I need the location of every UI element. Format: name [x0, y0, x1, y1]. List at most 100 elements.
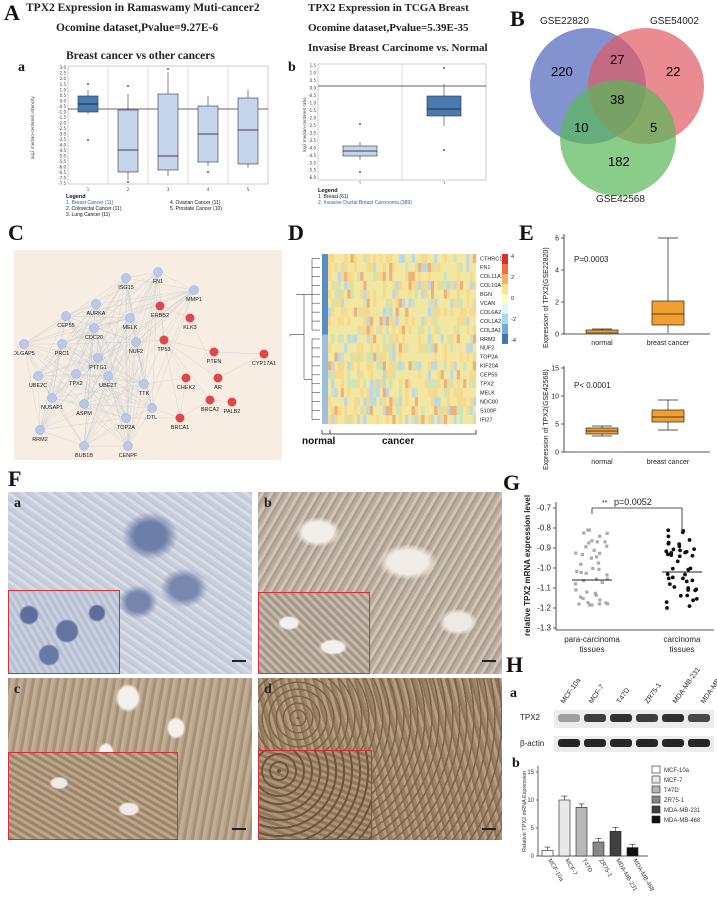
heatmap-cell	[456, 397, 461, 407]
heatmap-cell	[408, 397, 412, 407]
heatmap-cell	[395, 397, 399, 407]
heatmap-cell	[363, 379, 367, 389]
band-tpx2	[662, 714, 684, 722]
heatmap-cell	[427, 370, 432, 380]
legend-a-item-4: 4. Ovarian Cancer (11)	[170, 200, 221, 206]
heatmap-cell	[402, 388, 406, 398]
heatmap-cell	[408, 370, 412, 380]
heatmap-cell	[395, 280, 399, 290]
heatmap-cell	[414, 307, 419, 317]
band-tpx2	[584, 714, 606, 722]
network-edge	[23, 343, 127, 419]
heatmap-cell	[337, 262, 342, 273]
heatmap-cell	[459, 325, 464, 335]
heatmap-cell	[472, 325, 477, 335]
network-edge	[51, 397, 85, 447]
heatmap-cell	[418, 352, 422, 362]
node-label: NUSAP1	[41, 405, 63, 411]
heatmap-cell	[373, 343, 377, 353]
heatmap-cell	[382, 271, 387, 282]
heatmap-cell	[340, 361, 345, 371]
heatmap-cell	[469, 316, 473, 326]
heatmap-cell	[369, 352, 374, 362]
heatmap-cell	[437, 316, 441, 326]
heatmap-cell	[340, 415, 345, 425]
y-tick-b: -0.5	[308, 93, 316, 98]
e-bottom-ylabel: Expression of TPX2(GSE42568)	[543, 369, 550, 470]
heatmap-cell	[350, 370, 354, 380]
node-label: CYP17A1	[252, 361, 276, 367]
heatmap-cell	[385, 388, 390, 398]
heatmap-cell	[443, 343, 448, 353]
heatmap-cell	[385, 271, 390, 282]
heatmap-cell	[395, 334, 399, 344]
heatmap-cell	[366, 406, 371, 416]
heatmap-cell	[408, 262, 412, 273]
heatmap-cell	[463, 289, 467, 299]
heatmap-cell	[392, 388, 396, 398]
heatmap-cell	[395, 289, 399, 299]
g-point-carcinoma	[683, 572, 687, 577]
node-cep55	[61, 311, 71, 321]
node-label: NUF2	[129, 349, 143, 355]
heatmap-cell	[395, 352, 399, 362]
heatmap-cell	[424, 307, 428, 317]
y-tick-a: -6.0	[58, 165, 66, 170]
heatmap-cell	[334, 352, 338, 362]
g-point-para	[597, 602, 602, 606]
heatmap-cell	[437, 325, 441, 335]
heatmap-cell	[405, 406, 409, 416]
legend-a-item-5: 5. Prostate Cancer (10)	[170, 206, 222, 212]
heatmap-cell	[450, 379, 454, 389]
heatmap-cell	[418, 397, 422, 407]
heatmap-cell	[402, 343, 406, 353]
heatmap-cell	[424, 262, 428, 273]
heatmap-cell	[418, 325, 422, 335]
heatmap-cell	[369, 307, 374, 317]
g-point-para	[595, 540, 599, 544]
g-cat-2a: carcinoma	[664, 635, 701, 644]
y-tick-b: -3.5	[308, 138, 316, 143]
heatmap-cell	[450, 316, 454, 326]
heatmap-cell	[469, 415, 473, 425]
band-actin	[636, 739, 658, 747]
heatmap-cell	[450, 388, 454, 398]
heatmap-cell	[450, 280, 454, 290]
y-tick: -1.1	[537, 584, 551, 593]
blot-label-tpx2: TPX2	[520, 713, 541, 722]
legend-label: MDA-MB-231	[664, 808, 701, 814]
heatmap-cell	[437, 352, 441, 362]
heatmap-cell	[356, 406, 361, 416]
heatmap-normal-cell	[322, 254, 328, 263]
heatmap-cell	[328, 271, 332, 282]
heatmap-cell	[440, 370, 445, 380]
heatmap-cell	[331, 343, 335, 353]
h-bars	[541, 795, 639, 857]
network-edge	[23, 343, 39, 377]
legend-swatch	[651, 785, 661, 794]
heatmap-cell	[389, 352, 393, 362]
heatmap-cell	[389, 298, 393, 308]
heatmap-cell	[466, 280, 470, 290]
g-point-para	[598, 598, 602, 602]
oncomine-box-plot-a: 3.02.52.01.51.00.50.0-0.5-1.0-1.5-2.0-2.…	[30, 65, 269, 192]
network-edge	[143, 339, 165, 385]
network-edge	[93, 289, 195, 329]
network-edge	[143, 377, 187, 385]
heatmap-cell	[421, 415, 425, 425]
ihc-inset-d	[258, 750, 372, 840]
heatmap-cell	[360, 361, 364, 371]
heatmap-cell	[408, 388, 412, 398]
heatmap-normal-cell	[322, 334, 328, 344]
heatmap-cell	[408, 325, 412, 335]
g-stars: **	[602, 500, 608, 507]
heatmap-cell	[424, 271, 428, 282]
heatmap-cell	[430, 379, 435, 389]
heatmap-cell	[337, 361, 342, 371]
heatmap-cell	[347, 343, 351, 353]
panel-f-letter: F	[8, 466, 22, 491]
network-edge	[107, 277, 127, 377]
heatmap-cell	[395, 325, 399, 335]
heatmap-cell	[379, 397, 383, 407]
heatmap-cell	[447, 379, 451, 389]
